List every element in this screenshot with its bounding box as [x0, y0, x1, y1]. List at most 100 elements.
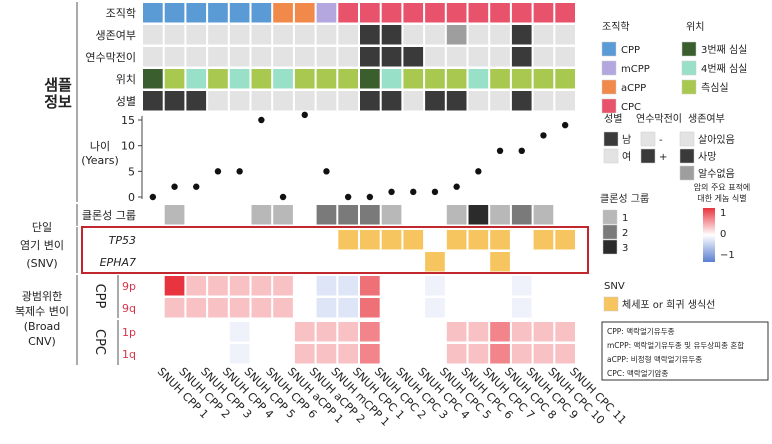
cell-location — [207, 68, 229, 90]
cell-epha7 — [272, 251, 294, 273]
legend-swatch-location — [681, 41, 697, 57]
cell-epha7 — [337, 251, 359, 273]
cell-epha7 — [207, 251, 229, 273]
cell-epha7 — [402, 251, 425, 273]
cell-tp53 — [163, 229, 186, 251]
age-point — [518, 147, 525, 154]
cell-survival — [402, 24, 425, 46]
cell-location — [554, 68, 576, 90]
cell-clonal — [467, 204, 490, 226]
cell-survival — [467, 24, 490, 46]
cell-histology — [359, 2, 381, 24]
cell-cnv-9p — [489, 275, 511, 297]
cell-clonal — [424, 204, 446, 226]
cell-cnv-1p — [510, 321, 533, 343]
cell-cnv-1q — [359, 343, 381, 365]
cell-cnv-1p — [272, 321, 294, 343]
cell-cnv-9p — [142, 275, 164, 297]
row-label-age-unit: (Years) — [81, 154, 119, 167]
cell-cnv-1q — [228, 343, 251, 365]
cell-cnv-9q — [402, 297, 425, 319]
legend-label-clonal: 3 — [622, 243, 628, 254]
cell-leptomeningeal — [272, 46, 294, 68]
cell-epha7 — [250, 251, 273, 273]
cell-cnv-1q — [532, 343, 555, 365]
cell-tp53 — [467, 229, 490, 251]
cell-cnv-1p — [424, 321, 446, 343]
cell-leptomeningeal — [163, 46, 186, 68]
cell-cnv-9q — [163, 297, 186, 319]
cell-survival — [554, 24, 576, 46]
legend-label-location: 4번째 심실 — [701, 63, 747, 75]
cell-leptomeningeal — [510, 46, 533, 68]
cell-cnv-9p — [207, 275, 229, 297]
legend-label-clonal: 2 — [622, 228, 628, 239]
cell-cnv-9q — [489, 297, 511, 319]
cell-clonal — [532, 204, 555, 226]
cell-leptomeningeal — [228, 46, 251, 68]
cell-location — [489, 68, 511, 90]
cell-sex — [424, 90, 446, 112]
section-label-cnv: 광범위한 복제수 변이 (Broad CNV) — [15, 290, 69, 348]
cell-survival — [445, 24, 468, 46]
cell-cnv-1q — [445, 343, 468, 365]
snv-highlight-box — [81, 226, 589, 274]
cell-tp53 — [402, 229, 425, 251]
cell-histology — [250, 2, 273, 24]
cell-clonal — [510, 204, 533, 226]
cell-leptomeningeal — [185, 46, 208, 68]
cell-cnv-9q — [185, 297, 208, 319]
cell-survival — [510, 24, 533, 46]
cell-clonal — [250, 204, 273, 226]
cell-survival — [142, 24, 164, 46]
legend-swatch-survival — [679, 165, 695, 181]
cell-histology — [445, 2, 468, 24]
legend-swatch-location — [681, 60, 697, 76]
legend-swatch-location — [681, 79, 697, 95]
cell-tp53 — [293, 229, 316, 251]
cell-clonal — [142, 204, 164, 226]
cell-cnv-9p — [163, 275, 186, 297]
cell-cnv-1q — [272, 343, 294, 365]
cell-cnv-1q — [185, 343, 208, 365]
cell-sex — [293, 90, 316, 112]
legend-title-sex: 성별 — [604, 113, 622, 125]
cell-cnv-9p — [402, 275, 425, 297]
legend-title-survival: 생존여부 — [688, 113, 725, 125]
cell-location — [424, 68, 446, 90]
legend-swatch-histology — [601, 79, 617, 95]
cell-cnv-9q — [228, 297, 251, 319]
cell-clonal — [489, 204, 511, 226]
cell-sex — [402, 90, 425, 112]
cell-cnv-1p — [532, 321, 555, 343]
cell-location — [228, 68, 251, 90]
abbreviation-box — [601, 321, 769, 381]
cell-tp53 — [315, 229, 338, 251]
cell-leptomeningeal — [142, 46, 164, 68]
cell-cnv-1q — [293, 343, 316, 365]
cell-clonal — [554, 204, 576, 226]
cell-survival — [272, 24, 294, 46]
cell-leptomeningeal — [445, 46, 468, 68]
cell-epha7 — [359, 251, 381, 273]
age-point — [540, 132, 547, 139]
row-label-survival: 생존여부 — [96, 29, 136, 42]
age-point — [301, 111, 308, 119]
cell-survival — [337, 24, 359, 46]
cell-histology — [380, 2, 403, 24]
cell-cnv-1p — [163, 321, 186, 343]
legend-label-histology: CPC — [621, 102, 641, 113]
legend-title-cnv-scale: 암의 주요 표적에 대한 게놈 식별 — [694, 182, 751, 203]
cell-leptomeningeal — [207, 46, 229, 68]
cell-leptomeningeal — [467, 46, 490, 68]
cell-sex — [163, 90, 186, 112]
cell-survival — [185, 24, 208, 46]
cell-cnv-9q — [554, 297, 576, 319]
cell-histology — [532, 2, 555, 24]
cell-cnv-9p — [359, 275, 381, 297]
legend-swatch-survival — [679, 148, 695, 164]
cell-histology — [315, 2, 338, 24]
legend-swatch-sex — [603, 131, 619, 147]
age-point — [453, 183, 460, 190]
